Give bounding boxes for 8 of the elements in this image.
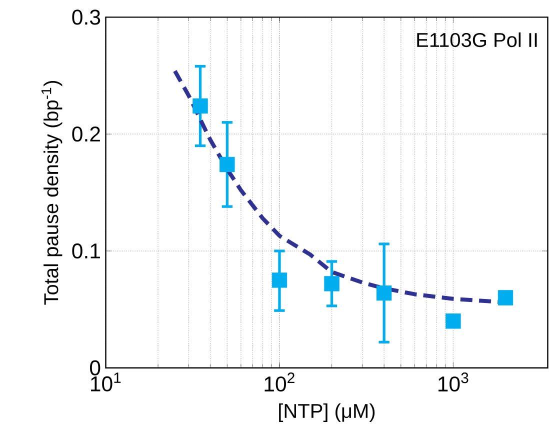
annotation: E1103G Pol II <box>417 32 537 48</box>
y-tick-label: 0.1 <box>72 243 100 259</box>
x-tick-label: 10$^{2}$ <box>264 372 294 392</box>
x-tick-label: 10$^{3}$ <box>438 372 468 392</box>
y-tick-label: 0.2 <box>72 126 100 142</box>
y-axis-title: Total pause density (bp$^{-1}$) <box>41 81 62 305</box>
y-tick-label: 0.3 <box>72 10 100 25</box>
x-axis-title: [NTP] (μM) <box>279 403 375 422</box>
